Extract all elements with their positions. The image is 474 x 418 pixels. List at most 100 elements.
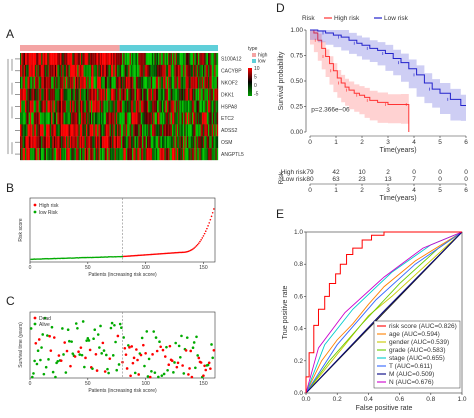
- alive-point: [173, 361, 176, 364]
- alive-point: [42, 372, 46, 376]
- heatmap-cell: [63, 88, 65, 101]
- risk-point: [81, 256, 83, 259]
- heatmap-cell: [130, 124, 133, 137]
- heatmap-cell: [105, 100, 108, 113]
- heatmap-cell: [170, 76, 173, 89]
- heatmap-cell: [189, 76, 191, 89]
- heatmap-cell: [149, 124, 151, 137]
- heatmap-cell: [120, 136, 123, 149]
- heatmap-cell: [120, 112, 123, 125]
- x-tick-label: 4: [412, 139, 416, 146]
- heatmap-cell: [107, 148, 109, 161]
- heatmap-cell: [105, 136, 108, 149]
- heatmap-cell: [185, 124, 188, 137]
- heatmap-cell: [110, 76, 113, 89]
- dead-point: [65, 349, 69, 353]
- heatmap-cell: [72, 112, 74, 125]
- heatmap-cell: [127, 112, 129, 125]
- heatmap-cell: [144, 136, 146, 149]
- heatmap-cell: [72, 136, 74, 149]
- heatmap-cell: [107, 53, 109, 66]
- heatmap-cell: [175, 88, 178, 101]
- heatmap-cell: [185, 53, 188, 66]
- risk-point: [163, 252, 165, 255]
- heatmap-cell: [132, 148, 134, 161]
- risk-point: [88, 256, 90, 259]
- heatmap-cell: [208, 88, 210, 101]
- heatmap-cell: [209, 112, 211, 125]
- heatmap-cell: [195, 64, 197, 77]
- x-axis-title: Time(years): [379, 147, 416, 154]
- alive-point: [122, 336, 125, 339]
- heatmap-cell: [147, 76, 149, 89]
- legend-label: N (AUC=0.676): [389, 379, 434, 386]
- heatmap-cell: [38, 53, 41, 66]
- dead-point: [209, 367, 212, 370]
- heatmap-cell: [109, 53, 112, 66]
- heatmap-cell: [215, 100, 217, 113]
- heatmap-cell: [115, 100, 118, 113]
- heatmap-cell: [190, 148, 192, 161]
- heatmap-cell: [36, 148, 38, 161]
- heatmap-cell: [114, 88, 117, 101]
- heatmap-cell: [160, 88, 163, 101]
- heatmap-cell: [193, 124, 195, 137]
- heatmap-cell: [125, 76, 128, 89]
- heatmap-cell: [72, 76, 74, 89]
- heatmap-cell: [48, 100, 51, 113]
- heatmap-cell: [31, 53, 33, 66]
- heatmap-cell: [137, 88, 139, 101]
- heatmap-cell: [194, 112, 196, 125]
- alive-point: [29, 327, 33, 330]
- heatmap-cell: [188, 64, 190, 77]
- risk-point: [34, 258, 37, 260]
- x-tick-label: 0: [29, 265, 32, 271]
- risk-point: [129, 255, 132, 257]
- alive-point: [68, 339, 71, 343]
- heatmap-cell: [180, 112, 183, 125]
- heatmap-cell: [129, 88, 131, 101]
- heatmap-cell: [198, 148, 200, 161]
- heatmap-cell: [148, 100, 150, 113]
- heatmap-cell: [152, 64, 154, 77]
- heatmap-cell: [63, 53, 65, 66]
- heatmap-cell: [124, 100, 126, 113]
- heatmap-cell: [59, 64, 62, 77]
- heatmap-cell: [108, 64, 110, 77]
- heatmap-cell: [99, 88, 102, 101]
- heatmap-cell: [139, 76, 141, 89]
- heatmap-cell: [66, 76, 68, 89]
- heatmap-cell: [89, 88, 92, 101]
- risk-point: [95, 256, 97, 259]
- risk-point: [44, 257, 46, 260]
- heatmap-cell: [138, 124, 140, 137]
- heatmap-cell: [20, 136, 22, 149]
- heatmap-cell: [213, 112, 215, 125]
- dead-point: [103, 370, 107, 373]
- heatmap-cell: [62, 64, 64, 77]
- heatmap-cell: [36, 124, 38, 137]
- risk-point: [170, 252, 172, 254]
- heatmap-cell: [72, 64, 74, 77]
- heatmap-cell: [181, 136, 184, 149]
- heatmap-cell: [181, 100, 184, 113]
- heatmap-cell: [155, 100, 158, 113]
- heatmap-cell: [203, 88, 205, 101]
- heatmap-cell: [160, 112, 163, 125]
- heatmap-cell: [52, 136, 54, 149]
- alive-point: [166, 368, 169, 372]
- heatmap-cell: [178, 136, 180, 149]
- alive-point: [110, 321, 114, 325]
- risk-point: [209, 218, 212, 221]
- heatmap-cell: [22, 53, 24, 66]
- heatmap-cell: [138, 148, 140, 161]
- heatmap-cell: [32, 112, 34, 125]
- heatmap-cell: [145, 124, 148, 137]
- heatmap-cell: [112, 53, 114, 66]
- heatmap-cell: [71, 136, 73, 149]
- heatmap-cell: [68, 148, 70, 161]
- dead-point: [124, 353, 128, 356]
- heatmap-cell: [125, 100, 128, 113]
- risk-point: [89, 256, 91, 259]
- heatmap-cell: [155, 124, 158, 137]
